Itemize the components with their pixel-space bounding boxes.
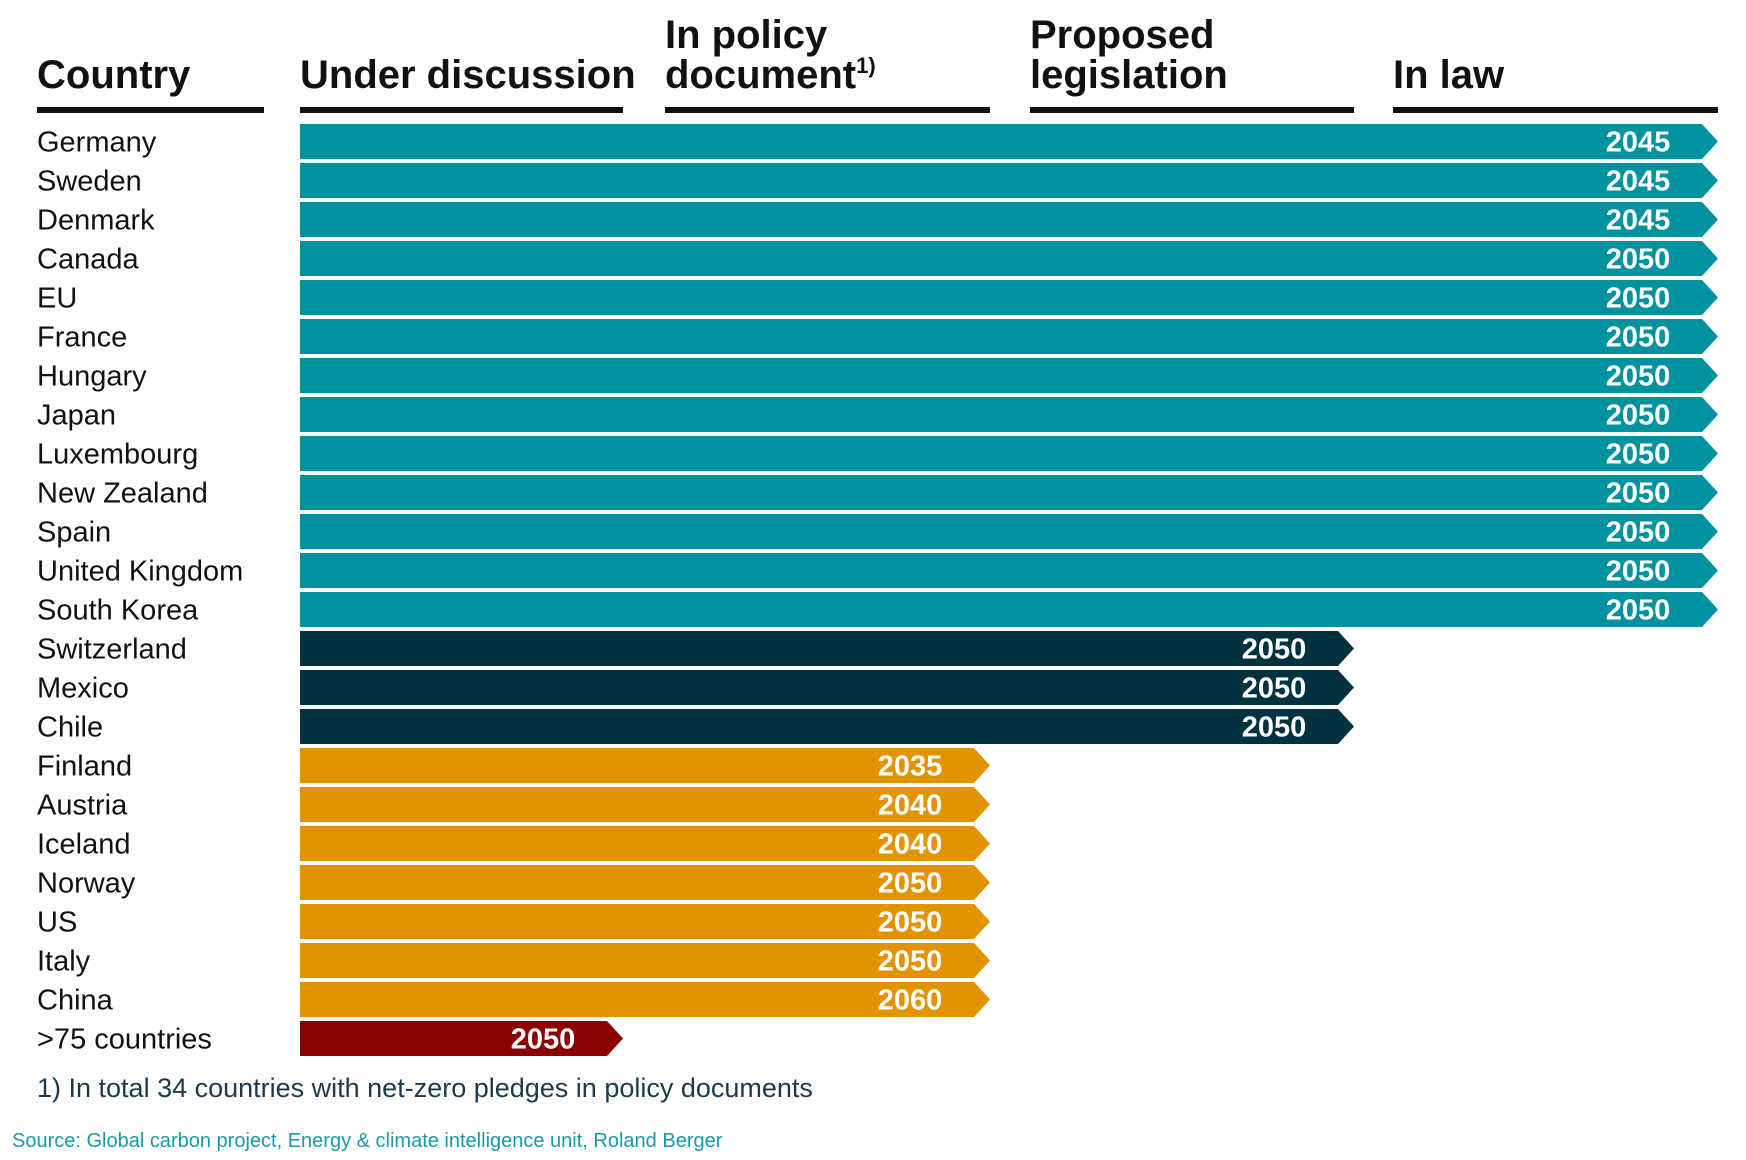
bar-new-zealand bbox=[300, 475, 1718, 510]
country-label-south-korea: South Korea bbox=[37, 595, 199, 627]
header-in-policy-line2: document bbox=[665, 53, 857, 97]
country-label-germany: Germany bbox=[37, 127, 157, 159]
year-label-mexico: 2050 bbox=[1242, 673, 1307, 705]
country-label-italy: Italy bbox=[37, 946, 91, 978]
country-label-france: France bbox=[37, 322, 127, 354]
country-label-spain: Spain bbox=[37, 517, 111, 549]
country-label-mexico: Mexico bbox=[37, 673, 129, 705]
header-rule-under-discussion bbox=[300, 107, 623, 113]
country-label-75-countries: >75 countries bbox=[37, 1024, 212, 1056]
header-country: Country bbox=[37, 53, 191, 97]
bar-south-korea bbox=[300, 592, 1718, 627]
header-proposed-line1: Proposed bbox=[1030, 13, 1215, 57]
year-label-united-kingdom: 2050 bbox=[1606, 556, 1671, 588]
header-footnote-marker: 1) bbox=[856, 53, 876, 78]
header-proposed-legislation: Proposed legislation bbox=[1030, 15, 1228, 95]
year-label-chile: 2050 bbox=[1242, 712, 1307, 744]
bar-italy bbox=[300, 943, 990, 978]
year-label-canada: 2050 bbox=[1606, 244, 1671, 276]
country-label-china: China bbox=[37, 985, 114, 1017]
year-label-china: 2060 bbox=[878, 985, 943, 1017]
bar-sweden bbox=[300, 163, 1718, 198]
bar-germany bbox=[300, 124, 1718, 159]
bar-japan bbox=[300, 397, 1718, 432]
year-label-hungary: 2050 bbox=[1606, 361, 1671, 393]
bar-china bbox=[300, 982, 990, 1017]
country-label-us: US bbox=[37, 907, 77, 939]
country-label-united-kingdom: United Kingdom bbox=[37, 556, 243, 588]
year-label-75-countries: 2050 bbox=[511, 1024, 576, 1056]
bar-france bbox=[300, 319, 1718, 354]
header-rule-proposed bbox=[1030, 107, 1354, 113]
bar-eu bbox=[300, 280, 1718, 315]
bar-spain bbox=[300, 514, 1718, 549]
year-label-denmark: 2045 bbox=[1606, 205, 1671, 237]
bar-hungary bbox=[300, 358, 1718, 393]
year-label-germany: 2045 bbox=[1606, 127, 1671, 159]
bar-finland bbox=[300, 748, 990, 783]
year-label-france: 2050 bbox=[1606, 322, 1671, 354]
country-label-norway: Norway bbox=[37, 868, 136, 900]
bar-75-countries bbox=[300, 1021, 623, 1056]
country-label-finland: Finland bbox=[37, 751, 132, 783]
header-under-discussion: Under discussion bbox=[300, 53, 636, 97]
header-in-policy-line1: In policy bbox=[665, 13, 828, 57]
bar-switzerland bbox=[300, 631, 1354, 666]
country-label-iceland: Iceland bbox=[37, 829, 131, 861]
source-note: Source: Global carbon project, Energy & … bbox=[12, 1130, 723, 1152]
year-label-eu: 2050 bbox=[1606, 283, 1671, 315]
country-label-new-zealand: New Zealand bbox=[37, 478, 208, 510]
year-label-norway: 2050 bbox=[878, 868, 943, 900]
header-proposed-line2: legislation bbox=[1030, 53, 1228, 97]
header-in-law: In law bbox=[1393, 53, 1505, 97]
year-label-luxembourg: 2050 bbox=[1606, 439, 1671, 471]
year-label-spain: 2050 bbox=[1606, 517, 1671, 549]
footnote: 1) In total 34 countries with net-zero p… bbox=[37, 1073, 813, 1103]
country-label-luxembourg: Luxembourg bbox=[37, 439, 198, 471]
bar-austria bbox=[300, 787, 990, 822]
year-label-finland: 2035 bbox=[878, 751, 943, 783]
country-label-switzerland: Switzerland bbox=[37, 634, 187, 666]
bar-iceland bbox=[300, 826, 990, 861]
header-rule-in-law bbox=[1393, 107, 1718, 113]
country-label-sweden: Sweden bbox=[37, 166, 142, 198]
country-label-denmark: Denmark bbox=[37, 205, 155, 237]
bar-us bbox=[300, 904, 990, 939]
bar-united-kingdom bbox=[300, 553, 1718, 588]
country-label-japan: Japan bbox=[37, 400, 116, 432]
header-rule-country bbox=[37, 107, 264, 113]
country-label-hungary: Hungary bbox=[37, 361, 147, 393]
bar-denmark bbox=[300, 202, 1718, 237]
year-label-austria: 2040 bbox=[878, 790, 943, 822]
country-label-eu: EU bbox=[37, 283, 77, 315]
country-label-canada: Canada bbox=[37, 244, 139, 276]
year-label-japan: 2050 bbox=[1606, 400, 1671, 432]
country-label-chile: Chile bbox=[37, 712, 103, 744]
bar-norway bbox=[300, 865, 990, 900]
year-label-new-zealand: 2050 bbox=[1606, 478, 1671, 510]
year-label-iceland: 2040 bbox=[878, 829, 943, 861]
year-label-italy: 2050 bbox=[878, 946, 943, 978]
bar-canada bbox=[300, 241, 1718, 276]
year-label-sweden: 2045 bbox=[1606, 166, 1671, 198]
bar-mexico bbox=[300, 670, 1354, 705]
year-label-south-korea: 2050 bbox=[1606, 595, 1671, 627]
year-label-switzerland: 2050 bbox=[1242, 634, 1307, 666]
header-rule-in-policy bbox=[665, 107, 990, 113]
country-label-austria: Austria bbox=[37, 790, 128, 822]
year-label-us: 2050 bbox=[878, 907, 943, 939]
bar-chile bbox=[300, 709, 1354, 744]
bar-luxembourg bbox=[300, 436, 1718, 471]
header-in-policy-document: In policy document1) bbox=[665, 15, 876, 95]
